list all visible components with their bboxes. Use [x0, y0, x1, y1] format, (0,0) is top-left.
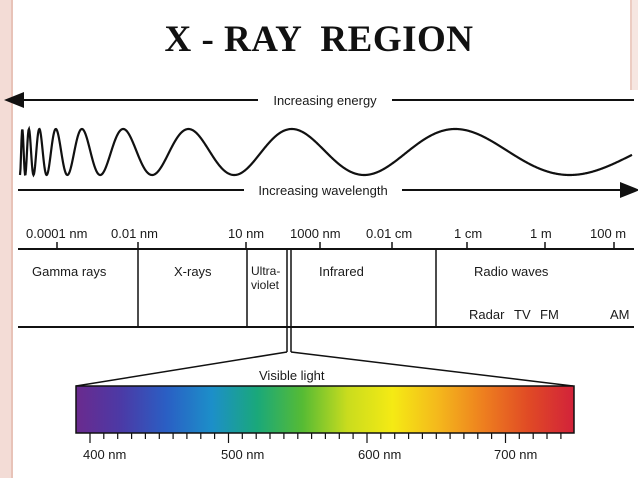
slide-title: X - RAY REGION	[164, 19, 474, 60]
scale-label-0: 0.0001 nm	[26, 226, 87, 241]
radio-band-am: AM	[610, 307, 630, 322]
visible-spectrum-bar	[75, 385, 575, 434]
region-dividers	[137, 249, 437, 352]
wave-path	[18, 125, 633, 178]
left-edge-decoration	[0, 0, 11, 478]
region-gamma-label: Gamma rays	[32, 264, 107, 279]
visible-minor-ticks	[89, 433, 562, 443]
region-uv-label-2: violet	[251, 278, 280, 292]
scale-label-7: 100 m	[590, 226, 626, 241]
visible-light-label: Visible light	[259, 368, 325, 383]
right-edge-line	[630, 0, 632, 90]
scale-label-5: 1 cm	[454, 226, 482, 241]
visible-tick-500: 500 nm	[221, 447, 264, 462]
wavelength-label: Increasing wavelength	[258, 183, 387, 198]
visible-tick-700: 700 nm	[494, 447, 537, 462]
visible-tick-400: 400 nm	[83, 447, 126, 462]
left-edge-line	[11, 0, 13, 478]
zoom-line-left	[75, 351, 288, 387]
energy-label: Increasing energy	[273, 93, 377, 108]
region-xray-label: X-rays	[174, 264, 212, 279]
scale-label-4: 0.01 cm	[366, 226, 412, 241]
scale-label-1: 0.01 nm	[111, 226, 158, 241]
scale-label-6: 1 m	[530, 226, 552, 241]
scale-ticks	[56, 242, 615, 248]
zoom-line-right	[290, 351, 574, 387]
radio-band-tv: TV	[514, 307, 531, 322]
radio-band-radar: Radar	[469, 307, 505, 322]
region-uv-label-1: Ultra-	[251, 264, 280, 278]
radio-band-fm: FM	[540, 307, 559, 322]
region-radio-label: Radio waves	[474, 264, 549, 279]
scale-label-2: 10 nm	[228, 226, 264, 241]
right-edge-decoration	[632, 0, 638, 90]
region-infrared-label: Infrared	[319, 264, 364, 279]
scale-label-3: 1000 nm	[290, 226, 341, 241]
visible-tick-600: 600 nm	[358, 447, 401, 462]
